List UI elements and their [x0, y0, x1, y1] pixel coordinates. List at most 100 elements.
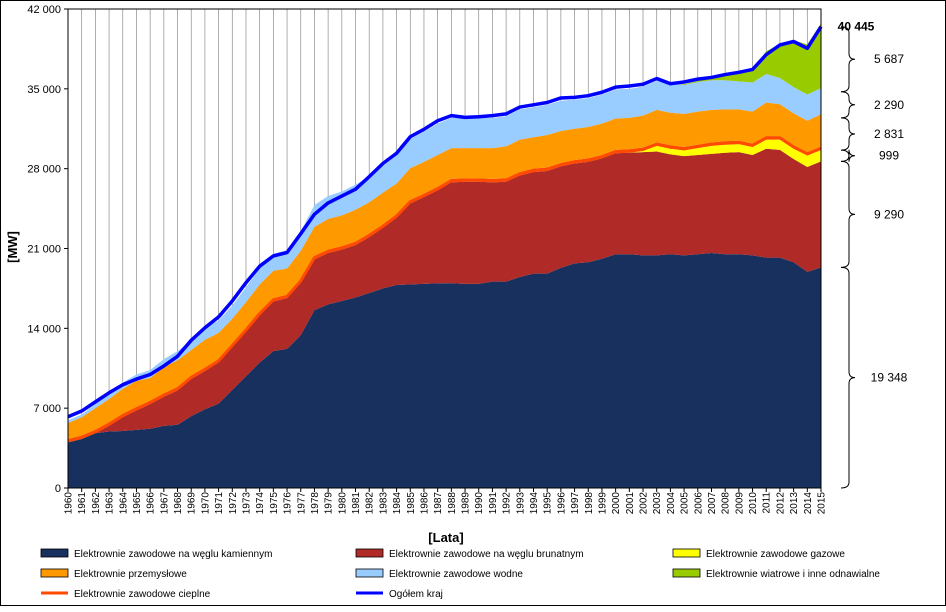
x-tick-label: 1972: [228, 492, 239, 515]
x-tick-label: 1981: [351, 492, 362, 515]
x-tick-label: 2013: [789, 492, 800, 515]
x-tick-label: 1986: [419, 492, 430, 515]
x-tick-label: 1977: [296, 492, 307, 515]
legend-swatch: [672, 568, 701, 578]
x-tick-label: 1988: [447, 492, 458, 515]
x-tick-label: 1979: [324, 492, 335, 515]
legend-label: Elektrownie wiatrowe i inne odnawialne: [706, 569, 880, 580]
x-tick-label: 1996: [556, 492, 567, 515]
x-tick-label: 1975: [269, 492, 280, 515]
segment-annotation: 9 290: [874, 207, 904, 221]
y-axis-title: [MW]: [5, 231, 20, 263]
series-lines: [67, 25, 823, 443]
legend-label: Elektrownie zawodowe na węglu brunatnym: [389, 549, 584, 560]
x-tick-label: 1995: [543, 492, 554, 515]
x-tick-label: 1961: [77, 492, 88, 515]
x-tick-label: 1998: [584, 492, 595, 515]
x-tick-label: 2009: [734, 492, 745, 515]
legend-item: Elektrownie zawodowe na węglu kamiennym: [40, 548, 272, 560]
legend-swatch: [355, 568, 384, 578]
legend-label: Elektrownie zawodowe gazowe: [706, 549, 845, 560]
x-tick-label: 1976: [283, 492, 294, 515]
segment-annotation: 999: [879, 149, 899, 163]
x-tick-label: 1978: [310, 492, 321, 515]
x-tick-label: 2007: [707, 492, 718, 515]
x-tick-label: 1980: [337, 492, 348, 515]
brace: [840, 149, 856, 162]
x-tick-label: 1983: [378, 492, 389, 515]
x-tick-label: 2006: [693, 492, 704, 515]
area-elektrownie-zawodowe-na-w-glu-brunatnym: [68, 148, 821, 443]
x-tick-label: 1968: [173, 492, 184, 515]
line-elektrownie-zawodowe-cieplne: [67, 136, 822, 443]
legend-item: Elektrownie zawodowe na węglu brunatnym: [355, 548, 584, 560]
x-tick-label: 1982: [365, 492, 376, 515]
legend-item: Ogółem kraj: [356, 589, 443, 600]
brace: [840, 91, 856, 119]
x-tick-label: 2004: [666, 492, 677, 515]
legend-item: Elektrownie wiatrowe i inne odnawialne: [672, 568, 880, 580]
x-tick-label: 1971: [214, 492, 225, 515]
segment-annotation: 19 348: [871, 371, 908, 385]
brace: [840, 266, 856, 489]
y-tick-label: 35 000: [27, 84, 61, 96]
x-tick-label: 2015: [817, 492, 828, 515]
segment-annotation: 2 290: [874, 98, 904, 112]
y-tick-label: 42 000: [27, 4, 61, 16]
y-tick-label: 7 000: [33, 403, 61, 415]
legend-item: Elektrownie zawodowe wodne: [355, 568, 523, 580]
legend-label: Elektrownie zawodowe cieplne: [74, 589, 211, 600]
y-tick-label: 14 000: [27, 323, 61, 335]
x-tick-label: 1963: [105, 492, 116, 515]
x-tick-label: 1992: [502, 492, 513, 515]
legend-swatch: [40, 568, 69, 578]
y-tick-labels: 0 7 000 14 000 21 000 28 000 35 000 42 000: [27, 4, 61, 495]
x-tick-label: 2011: [762, 492, 773, 514]
stacked-areas: [68, 23, 821, 488]
x-tick-label: 1967: [159, 492, 170, 515]
line-ogolem-kraj: [67, 25, 823, 419]
x-tick-labels: 1960 1961 1962 1963 1964 1965 1966 1967 1968 1969…: [64, 492, 828, 515]
x-tick-label: 2008: [721, 492, 732, 515]
x-tick-label: 2014: [803, 492, 814, 515]
segment-annotation: 5 687: [874, 52, 904, 66]
x-axis-title: [Lata]: [428, 530, 463, 545]
x-tick-label: 2001: [625, 492, 636, 515]
area-elektrownie-zawodowe-wodne: [68, 74, 821, 423]
total-annotation: 40 445: [838, 20, 875, 34]
brace: [840, 26, 856, 93]
x-tick-label: 2010: [748, 492, 759, 515]
x-tick-label: 1997: [570, 492, 581, 515]
legend-swatch: [40, 548, 69, 558]
x-tick-label: 2012: [775, 492, 786, 515]
legend-label: Elektrownie zawodowe wodne: [389, 569, 523, 580]
x-tick-label: 1999: [597, 492, 608, 515]
x-tick-label: 1964: [118, 492, 129, 515]
x-tick-label: 1973: [241, 492, 252, 515]
legend-swatch: [355, 548, 384, 558]
legend-item: Elektrownie zawodowe gazowe: [672, 548, 845, 560]
segment-annotation: 2 831: [874, 127, 904, 141]
brace: [840, 117, 856, 151]
x-tick-label: 1970: [200, 492, 211, 515]
x-tick-label: 1987: [433, 492, 444, 515]
brace: [840, 160, 856, 268]
x-tick-label: 1994: [529, 492, 540, 515]
area-elektrownie-zawodowe-na-w-glu-kamiennym: [68, 253, 821, 488]
x-tick-label: 1962: [91, 492, 102, 515]
legend-label: Elektrownie zawodowe na węglu kamiennym: [74, 549, 272, 560]
x-tick-label: 1990: [474, 492, 485, 515]
y-tick-label: 28 000: [27, 164, 61, 176]
x-tick-label: 1966: [146, 492, 157, 515]
area-elektrownie-przemys-owe: [68, 102, 821, 439]
x-tick-label: 2002: [639, 492, 650, 515]
legend-label: Elektrownie przemysłowe: [74, 569, 187, 580]
x-tick-label: 1984: [392, 492, 403, 515]
legend-label: Ogółem kraj: [389, 589, 443, 600]
axes: [64, 8, 822, 492]
x-tick-label: 2003: [652, 492, 663, 515]
legend: Elektrownie zawodowe na węglu kamiennym E…: [40, 548, 880, 600]
x-tick-label: 1960: [64, 492, 75, 515]
